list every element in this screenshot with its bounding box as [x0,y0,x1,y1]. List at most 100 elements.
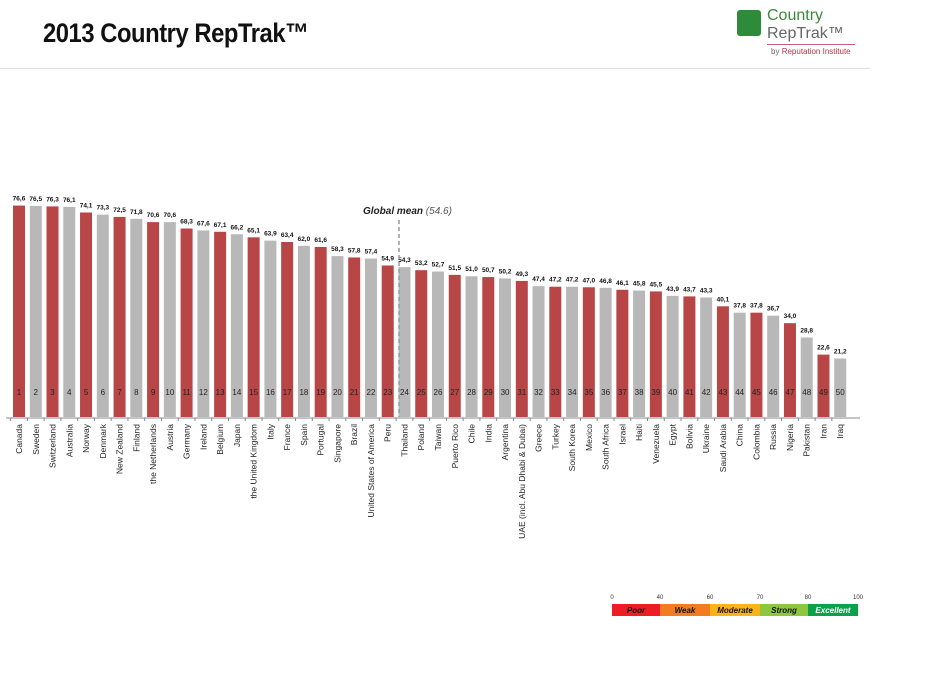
data-label: 43,7 [683,286,696,293]
bar [96,214,109,417]
bar [750,312,763,417]
bar [432,271,444,417]
category-label: Egypt [668,423,678,445]
bar [482,277,495,417]
rank-label: 15 [249,388,258,397]
data-label: 52,7 [432,262,445,269]
bar [297,245,310,417]
category-label: Saudi Arabia [718,424,728,472]
bar [700,297,713,417]
category-label: Italy [265,423,275,439]
category-label: Haiti [634,424,644,441]
category-label: Mexico [584,424,594,451]
data-label: 76,1 [63,197,76,204]
rank-label: 46 [769,388,778,397]
bar [264,240,277,417]
bar [465,276,478,417]
bar [130,218,143,417]
rank-label: 23 [383,388,392,397]
rank-label: 37 [618,388,627,397]
bar [163,222,176,417]
rank-label: 31 [517,388,526,397]
category-label: Canada [14,424,24,454]
bar [29,205,42,417]
rank-label: 29 [484,388,493,397]
category-label: Argentina [500,424,510,461]
data-label: 66,2 [231,224,244,231]
rank-label: 35 [584,388,593,397]
data-label: 46,8 [599,278,612,285]
bar [46,206,59,417]
category-label: Austria [165,424,175,451]
bar [113,216,126,417]
data-label: 47,2 [566,277,579,284]
rank-label: 10 [165,388,174,397]
rank-label: 47 [786,388,795,397]
legend-band-label: Poor [627,606,646,615]
bar [817,354,830,417]
category-label: Japan [232,424,242,447]
legend-tick-label: 60 [707,595,714,601]
rank-label: 49 [819,388,828,397]
data-label: 57,4 [365,249,378,256]
bar [147,222,160,417]
data-label: 61,6 [314,237,327,244]
rank-label: 17 [283,388,292,397]
bar [683,296,696,417]
data-label: 50,2 [499,268,512,275]
data-label: 53,2 [415,260,428,267]
data-label: 43,9 [666,286,679,293]
data-label: 73,3 [96,205,109,212]
rank-label: 39 [651,388,660,397]
bar [415,270,428,417]
data-label: 67,1 [214,222,227,229]
legend-tick-label: 0 [610,595,614,601]
rank-label: 41 [685,388,694,397]
category-label: Germany [182,423,192,459]
category-label: the Netherlands [148,424,158,484]
rank-label: 27 [450,388,459,397]
data-label: 45,5 [650,281,663,288]
bar [448,274,461,417]
rank-label: 20 [333,388,342,397]
data-label: 68,3 [180,218,193,225]
logo-byline: by Reputation Institute [771,47,851,56]
rank-label: 19 [316,388,325,397]
bar [616,289,629,417]
data-label: 37,8 [733,303,746,310]
data-label: 62,0 [298,236,311,243]
bar [348,257,361,417]
category-label: Iran [818,424,828,439]
bar [180,228,193,417]
data-label: 34,0 [784,313,797,320]
data-label: 70,6 [147,212,160,219]
bar [63,206,76,417]
data-label: 37,8 [750,303,763,310]
legend-tick-label: 80 [805,595,812,601]
category-label: South Africa [601,424,611,470]
category-label: Russia [768,424,778,450]
data-label: 46,1 [616,280,629,287]
data-label: 67,6 [197,220,210,227]
legend-band [760,604,808,616]
category-label: Taiwan [433,424,443,451]
category-label: Sweden [31,424,41,455]
category-label: Israel [617,424,627,445]
category-label: Turkey [550,423,560,449]
bar [582,287,595,417]
rank-label: 13 [216,388,225,397]
bar [247,237,260,417]
category-label: Switzerland [48,424,58,468]
rank-label: 45 [752,388,761,397]
data-label: 54,9 [381,255,394,262]
bar [214,231,227,417]
bar [599,287,612,417]
bar [666,295,679,417]
data-label: 49,3 [515,271,528,278]
header-divider [0,68,870,69]
rank-label: 34 [568,388,577,397]
rank-label: 1 [17,388,22,397]
data-label: 74,1 [80,202,93,209]
bar [716,306,729,417]
rank-label: 16 [266,388,275,397]
